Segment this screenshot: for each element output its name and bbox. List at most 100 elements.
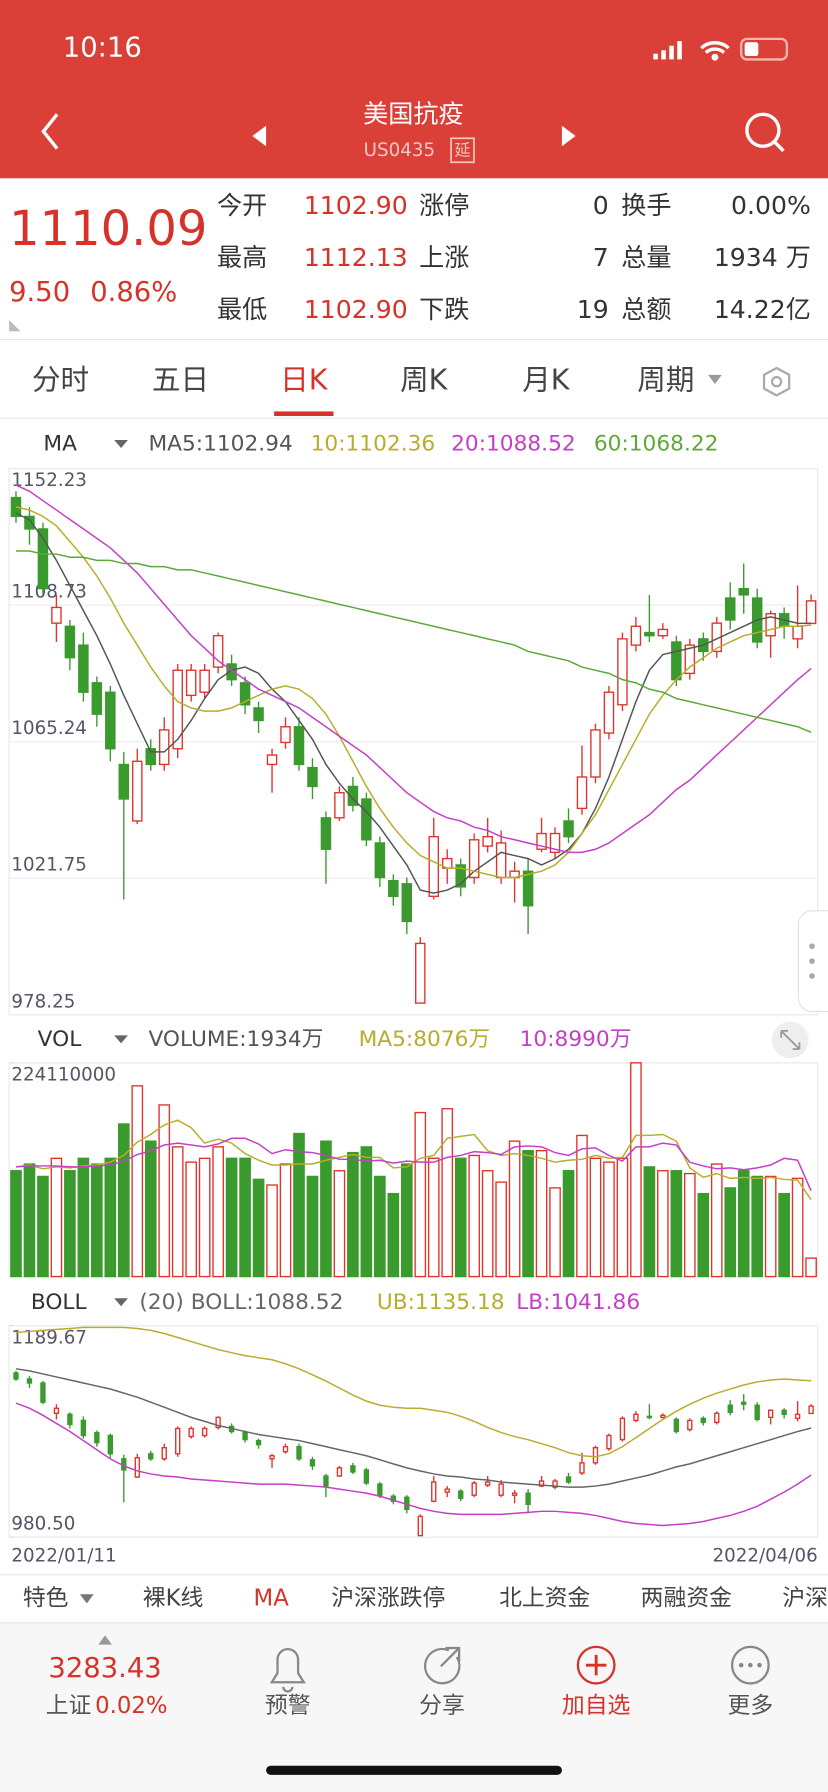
alert-icon[interactable] <box>269 1648 306 1693</box>
toolbar-item[interactable]: 裸K线 <box>143 1585 204 1611</box>
y-tick-label: 224110000 <box>11 1064 116 1085</box>
candle-body <box>242 1431 248 1441</box>
candle-body <box>644 631 655 637</box>
toolbar-item[interactable]: 两融资金 <box>641 1585 732 1611</box>
volume-bar <box>64 1170 76 1278</box>
legend-entry: MA5:8076万 <box>359 1027 491 1052</box>
more-icon[interactable] <box>730 1645 770 1685</box>
candle-body <box>617 638 628 706</box>
volume-bar <box>225 1157 238 1278</box>
volume-bar <box>737 1170 750 1278</box>
candle-body <box>538 1480 545 1487</box>
tab[interactable]: 五日 <box>152 363 209 397</box>
indicator-name[interactable]: MA <box>43 432 77 457</box>
volume-bar <box>643 1166 656 1278</box>
y-tick-label: 978.25 <box>11 991 75 1012</box>
tab[interactable]: 周期 <box>637 363 694 397</box>
candle-body <box>51 606 62 624</box>
candle-body <box>390 1495 397 1502</box>
stock-code: US0435 <box>364 140 435 161</box>
y-tick-label: 1189.67 <box>11 1327 87 1348</box>
candle-body <box>24 515 35 530</box>
nav-label[interactable]: 更多 <box>728 1693 774 1719</box>
indicator-name[interactable]: VOL <box>38 1027 82 1052</box>
volume-bar <box>508 1140 521 1278</box>
volume-bar <box>158 1104 171 1278</box>
price-change: 9.50 <box>9 277 70 308</box>
x-tick-label: 2022/04/06 <box>712 1546 817 1567</box>
stat-label: 最低 <box>217 295 267 324</box>
candle-body <box>388 879 399 898</box>
tab[interactable]: 日K <box>280 363 329 397</box>
candle-body <box>415 942 426 1004</box>
candle-body <box>522 870 534 907</box>
line-series <box>15 512 812 894</box>
line-series <box>15 1368 812 1488</box>
next-stock[interactable] <box>561 125 576 147</box>
toolbar-item[interactable]: 沪深涨跌停 <box>331 1585 445 1611</box>
tab[interactable]: 周K <box>400 363 449 397</box>
volume-bar <box>91 1163 103 1278</box>
candle-body <box>309 1459 316 1467</box>
prev-stock[interactable] <box>252 125 267 147</box>
toolbar-bg <box>0 1574 828 1623</box>
nav-label[interactable]: 加自选 <box>562 1693 631 1719</box>
candle-body <box>158 729 170 766</box>
candle-body <box>484 1481 491 1486</box>
candle-body <box>67 1413 73 1426</box>
line-series <box>15 484 812 854</box>
candle-body <box>40 1382 46 1403</box>
toolbar-item[interactable]: MA <box>254 1585 290 1611</box>
y-tick-label: 1108.73 <box>11 582 87 603</box>
candle-body <box>94 1431 100 1444</box>
battery-level <box>744 42 759 56</box>
candle-body <box>307 766 318 788</box>
battery-icon <box>740 37 789 61</box>
period-dropdown <box>708 374 722 384</box>
toolbar-item[interactable]: 特色 <box>23 1585 69 1611</box>
y-tick-label: 1065.24 <box>11 718 87 739</box>
indicator-dropdown[interactable] <box>114 440 128 448</box>
stat-label: 涨停 <box>419 191 469 220</box>
volume-bar <box>10 1170 22 1278</box>
candle-body <box>80 1419 87 1437</box>
toolbar-item[interactable]: 沪深 <box>782 1585 828 1611</box>
volume-bar <box>185 1161 198 1278</box>
nav-label[interactable]: 预警 <box>265 1693 311 1719</box>
volume-bar <box>710 1163 723 1278</box>
share-icon[interactable] <box>423 1646 461 1685</box>
nav-label[interactable]: 分享 <box>419 1693 465 1719</box>
tab[interactable]: 分时 <box>32 363 89 397</box>
settings-icon[interactable] <box>762 366 791 397</box>
add-watch-icon[interactable] <box>576 1645 616 1685</box>
y-tick-label: 1021.75 <box>11 855 87 876</box>
indicator-dropdown[interactable] <box>114 1035 128 1044</box>
line-series <box>15 506 812 879</box>
search-button[interactable] <box>745 112 781 148</box>
volume-bar <box>603 1161 615 1278</box>
indicator-name[interactable]: BOLL <box>31 1290 87 1315</box>
tab[interactable]: 月K <box>522 363 571 397</box>
volume-bar <box>495 1181 507 1278</box>
stat-value: 0.00% <box>731 191 811 220</box>
back-button[interactable] <box>41 113 59 150</box>
legend-entry: MA5:1102.94 <box>148 432 292 457</box>
candle-body <box>673 1418 680 1433</box>
signal-icon <box>653 41 682 60</box>
volume-bar <box>144 1140 157 1278</box>
line-series <box>15 1119 812 1200</box>
index-value[interactable]: 3283.43 <box>48 1653 161 1684</box>
candle-body <box>563 820 574 838</box>
y-tick-label: 1152.23 <box>11 470 87 491</box>
candle-body <box>482 835 493 847</box>
legend-entry: LB:1041.86 <box>516 1290 640 1315</box>
indicator-dropdown[interactable] <box>114 1298 128 1307</box>
volume-bar <box>212 1146 224 1278</box>
clock: 10:16 <box>63 33 142 64</box>
volume-bar <box>279 1163 292 1278</box>
home-indicator <box>266 1765 562 1775</box>
toolbar-item[interactable]: 北上资金 <box>499 1585 590 1611</box>
legend-entry: 10:8990万 <box>520 1027 632 1052</box>
candle-body <box>296 1445 302 1460</box>
candle-body <box>794 1413 801 1420</box>
